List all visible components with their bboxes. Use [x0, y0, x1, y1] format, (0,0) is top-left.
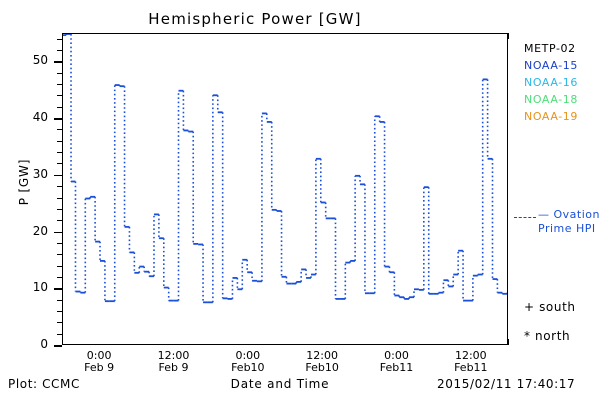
legend-entry-noaa-16[interactable]: NOAA-16	[524, 76, 578, 89]
y-axis-label: P [GW]	[17, 158, 31, 206]
page-title: Hemispheric Power [GW]	[148, 10, 362, 28]
y-tick-minor	[57, 106, 62, 108]
y-tick-label: 10	[32, 280, 48, 295]
legend-ovation-label: — Ovation Prime HPI	[538, 208, 600, 235]
legend-entry-noaa-15[interactable]: NOAA-15	[524, 59, 578, 72]
y-tick-minor	[57, 299, 62, 301]
y-tick-minor	[57, 84, 62, 86]
y-tick-major	[54, 231, 62, 234]
y-tick-minor	[57, 129, 62, 131]
legend-entry-noaa-18[interactable]: NOAA-18	[524, 93, 578, 106]
legend-entry-metp-02[interactable]: METP-02	[524, 42, 576, 55]
y-tick-minor	[57, 254, 62, 256]
y-tick-minor	[57, 322, 62, 324]
x-tick-minor-top	[508, 33, 509, 39]
y-tick-minor	[57, 140, 62, 142]
plot-clip	[63, 34, 507, 344]
y-tick-minor	[57, 72, 62, 74]
y-tick-minor	[57, 163, 62, 165]
plot-area	[62, 33, 508, 345]
y-tick-minor	[57, 152, 62, 154]
y-tick-minor	[57, 276, 62, 278]
y-tick-label: 50	[32, 53, 48, 68]
y-tick-minor	[57, 208, 62, 210]
x-axis-label: Date and Time	[230, 377, 330, 391]
data-series-svg	[63, 34, 507, 304]
x-tick-label: 12:00 Feb10	[305, 349, 339, 374]
y-tick-minor	[57, 50, 62, 52]
y-tick-major	[54, 288, 62, 290]
series-0	[63, 34, 507, 304]
y-tick-minor	[57, 197, 62, 199]
y-tick-minor	[57, 333, 62, 335]
x-tick-label: 12:00 Feb 9	[157, 349, 190, 374]
y-tick-major	[54, 118, 62, 120]
dashed-line-icon	[514, 217, 536, 218]
y-tick-minor	[57, 265, 62, 267]
y-tick-major	[54, 345, 62, 347]
plot-credit: Plot: CCMC	[8, 377, 80, 391]
y-tick-minor	[57, 186, 62, 188]
x-tick-label: 12:00 Feb11	[454, 349, 488, 374]
y-tick-label: 0	[40, 337, 48, 351]
timestamp: 2015/02/11 17:40:17	[437, 377, 576, 391]
y-tick-minor	[57, 310, 62, 312]
x-tick-label: 0:00 Feb 9	[84, 349, 115, 374]
y-tick-minor	[57, 220, 62, 222]
y-tick-label: 40	[32, 110, 48, 125]
legend: METP-02 NOAA-15 NOAA-16 NOAA-18 NOAA-19	[524, 40, 600, 125]
legend-marker-south: + south	[524, 300, 576, 314]
y-tick-minor	[57, 95, 62, 97]
x-tick-label: 0:00 Feb11	[379, 349, 414, 374]
legend-marker-north: * north	[524, 329, 571, 343]
legend-entry-noaa-19[interactable]: NOAA-19	[524, 110, 578, 123]
y-tick-major	[54, 174, 62, 177]
y-tick-major	[54, 61, 62, 63]
x-tick-minor	[508, 339, 509, 345]
y-tick-label: 30	[32, 166, 48, 181]
x-tick-label: 0:00 Feb10	[231, 349, 265, 374]
y-tick-label: 20	[32, 223, 48, 238]
y-tick-minor	[57, 38, 62, 40]
y-tick-minor	[57, 242, 62, 244]
